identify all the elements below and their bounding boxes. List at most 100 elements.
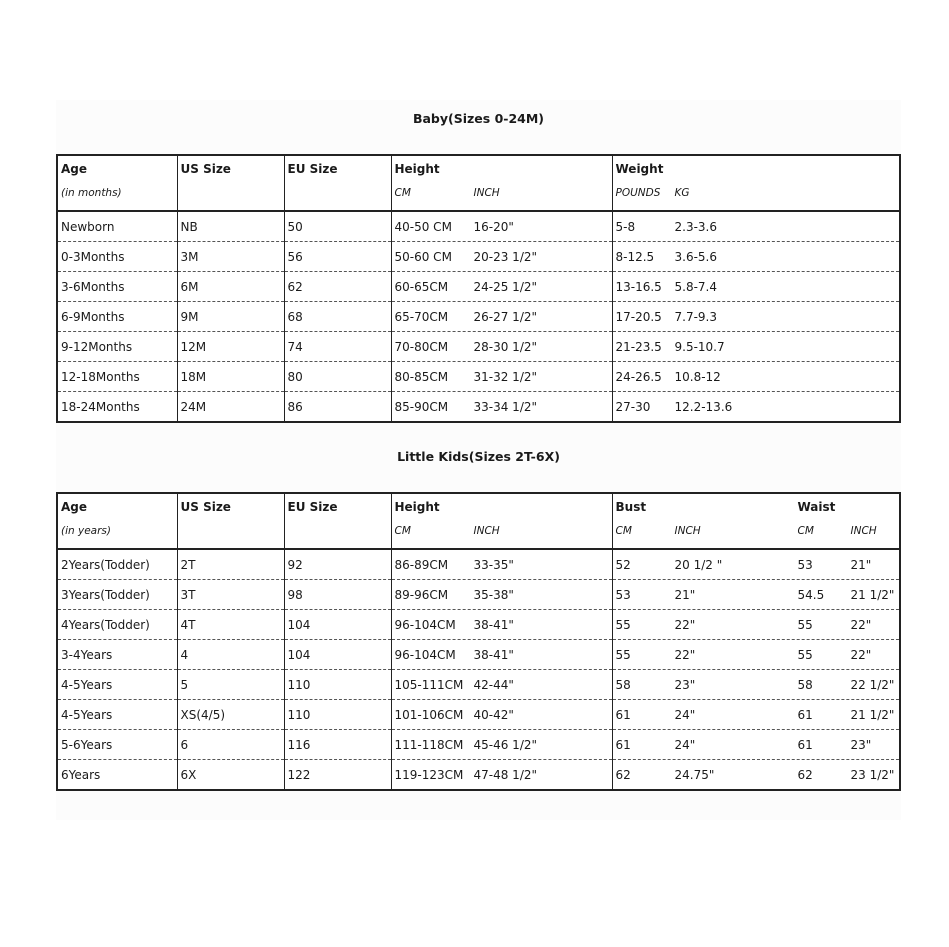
header-eu-size: EU Size [283, 493, 391, 550]
header-weight: Weight POUNDS KG [611, 155, 900, 212]
us-size-value: XS(4/5) [180, 707, 226, 722]
waist-inch-value: 21 1/2" [850, 587, 895, 602]
cell-height: 70-80CM 28-30 1/2" [390, 331, 612, 362]
height-inch-value: 38-41" [473, 617, 514, 632]
weight-pounds-value: 24-26.5 [615, 369, 662, 384]
header-height: Height CM INCH [390, 155, 612, 212]
cell-bust-waist: 55 22" 55 22" [611, 639, 900, 670]
cell-us-size: 9M [176, 301, 284, 332]
us-size-value: 6M [180, 279, 199, 294]
height-cm-value: 89-96CM [394, 587, 449, 602]
cell-age: 12-18Months [57, 361, 177, 392]
cell-eu-size: 122 [283, 759, 391, 790]
height-cm-value: 119-123CM [394, 767, 464, 782]
table-row: 4-5Years 5 110 105-111CM 42-44" 58 23" 58 22 1/2… [57, 669, 900, 700]
table-row: 9-12Months 12M 74 70-80CM 28-30 1/2" 21-23.5 9… [57, 331, 900, 362]
eu-size-value: 92 [287, 557, 303, 572]
kids-table-title: Little Kids(Sizes 2T-6X) [397, 449, 560, 464]
cell-eu-size: 116 [283, 729, 391, 760]
cell-height: 85-90CM 33-34 1/2" [390, 391, 612, 422]
eu-size-value: 80 [287, 369, 303, 384]
cell-weight: 24-26.5 10.8-12 [611, 361, 900, 392]
age-value: 6-9Months [61, 309, 125, 324]
height-inch-value: 45-46 1/2" [473, 737, 538, 752]
cell-eu-size: 80 [283, 361, 391, 392]
age-value: 3Years(Todder) [61, 587, 150, 602]
cell-age: 4-5Years [57, 669, 177, 700]
table-row: Newborn NB 50 40-50 CM 16-20" 5-8 2.3-3.6 [57, 211, 900, 242]
cell-height: 86-89CM 33-35" [390, 549, 612, 580]
waist-cm-value: 55 [797, 647, 813, 662]
cell-us-size: 4 [176, 639, 284, 670]
bust-inch-value: 24" [674, 707, 696, 722]
cell-height: 111-118CM 45-46 1/2" [390, 729, 612, 760]
header-height-inch: INCH [473, 525, 500, 537]
bust-inch-value: 22" [674, 617, 696, 632]
weight-kg-value: 10.8-12 [674, 369, 721, 384]
height-cm-value: 101-106CM [394, 707, 464, 722]
height-cm-value: 70-80CM [394, 339, 449, 354]
header-eu-label: EU Size [287, 500, 338, 514]
header-eu-label: EU Size [287, 162, 338, 176]
waist-inch-value: 21" [850, 557, 872, 572]
table-row: 4-5Years XS(4/5) 110 101-106CM 40-42" 61 24" 61… [57, 699, 900, 730]
bust-cm-value: 61 [615, 707, 631, 722]
cell-eu-size: 56 [283, 241, 391, 272]
us-size-value: 6 [180, 737, 189, 752]
cell-us-size: 6M [176, 271, 284, 302]
header-age: Age (in months) [57, 155, 177, 212]
height-inch-value: 33-35" [473, 557, 514, 572]
cell-age: 6-9Months [57, 301, 177, 332]
cell-eu-size: 68 [283, 301, 391, 332]
cell-age: 9-12Months [57, 331, 177, 362]
age-value: 0-3Months [61, 249, 125, 264]
age-value: 4Years(Todder) [61, 617, 150, 632]
cell-eu-size: 98 [283, 579, 391, 610]
cell-bust-waist: 52 20 1/2 " 53 21" [611, 549, 900, 580]
height-cm-value: 96-104CM [394, 647, 456, 662]
height-inch-value: 28-30 1/2" [473, 339, 538, 354]
eu-size-value: 104 [287, 617, 311, 632]
height-inch-value: 33-34 1/2" [473, 399, 538, 414]
cell-bust-waist: 58 23" 58 22 1/2" [611, 669, 900, 700]
header-height-label: Height [394, 162, 440, 176]
us-size-value: NB [180, 219, 198, 234]
cell-eu-size: 74 [283, 331, 391, 362]
cell-height: 89-96CM 35-38" [390, 579, 612, 610]
weight-kg-value: 9.5-10.7 [674, 339, 725, 354]
bust-cm-value: 61 [615, 737, 631, 752]
cell-us-size: 6 [176, 729, 284, 760]
bust-cm-value: 52 [615, 557, 631, 572]
cell-height: 65-70CM 26-27 1/2" [390, 301, 612, 332]
us-size-value: 3T [180, 587, 196, 602]
height-inch-value: 26-27 1/2" [473, 309, 538, 324]
cell-age: 0-3Months [57, 241, 177, 272]
cell-us-size: 24M [176, 391, 284, 422]
header-waist-label: Waist [797, 500, 836, 514]
height-inch-value: 47-48 1/2" [473, 767, 538, 782]
bust-cm-value: 55 [615, 617, 631, 632]
weight-pounds-value: 13-16.5 [615, 279, 662, 294]
height-inch-value: 31-32 1/2" [473, 369, 538, 384]
height-cm-value: 60-65CM [394, 279, 449, 294]
header-height: Height CM INCH [390, 493, 612, 550]
cell-height: 119-123CM 47-48 1/2" [390, 759, 612, 790]
cell-us-size: 5 [176, 669, 284, 700]
waist-inch-value: 22" [850, 617, 872, 632]
us-size-value: 9M [180, 309, 199, 324]
eu-size-value: 56 [287, 249, 303, 264]
header-age-unit: (in years) [61, 525, 111, 537]
table-row: 5-6Years 6 116 111-118CM 45-46 1/2" 61 24" 61 23… [57, 729, 900, 760]
age-value: 4-5Years [61, 677, 113, 692]
eu-size-value: 50 [287, 219, 303, 234]
cell-age: 2Years(Todder) [57, 549, 177, 580]
height-inch-value: 24-25 1/2" [473, 279, 538, 294]
table-row: 18-24Months 24M 86 85-90CM 33-34 1/2" 27-30 12… [57, 391, 900, 422]
waist-cm-value: 53 [797, 557, 813, 572]
header-age-label: Age [61, 500, 88, 514]
header-eu-size: EU Size [283, 155, 391, 212]
table-row: 4Years(Todder) 4T 104 96-104CM 38-41" 55 22" 55… [57, 609, 900, 640]
us-size-value: 24M [180, 399, 207, 414]
bust-inch-value: 20 1/2 " [674, 557, 723, 572]
age-value: 9-12Months [61, 339, 133, 354]
